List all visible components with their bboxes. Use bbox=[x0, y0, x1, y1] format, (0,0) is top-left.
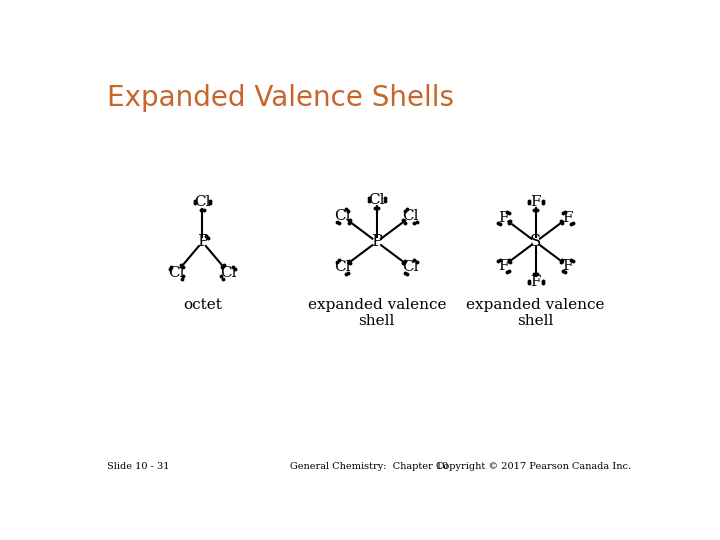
Text: Copyright © 2017 Pearson Canada Inc.: Copyright © 2017 Pearson Canada Inc. bbox=[436, 462, 631, 471]
Text: P: P bbox=[371, 233, 382, 251]
Text: Cl: Cl bbox=[168, 266, 185, 280]
Text: Cl: Cl bbox=[402, 210, 419, 224]
Text: F: F bbox=[531, 195, 541, 209]
Text: Cl: Cl bbox=[335, 210, 351, 224]
Text: octet: octet bbox=[183, 298, 222, 312]
Text: P: P bbox=[197, 233, 208, 251]
Text: General Chemistry:  Chapter 10: General Chemistry: Chapter 10 bbox=[290, 462, 448, 471]
Text: F: F bbox=[498, 259, 509, 273]
Text: expanded valence
shell: expanded valence shell bbox=[307, 298, 446, 328]
Text: F: F bbox=[531, 275, 541, 289]
Text: Cl: Cl bbox=[194, 195, 211, 209]
Text: F: F bbox=[498, 211, 509, 225]
Text: Cl: Cl bbox=[402, 260, 419, 274]
Text: S: S bbox=[530, 233, 541, 251]
Text: F: F bbox=[562, 259, 573, 273]
Text: Cl: Cl bbox=[369, 193, 385, 206]
Text: Slide 10 - 31: Slide 10 - 31 bbox=[107, 462, 169, 471]
Text: expanded valence
shell: expanded valence shell bbox=[467, 298, 605, 328]
Text: Cl: Cl bbox=[220, 266, 237, 280]
Text: F: F bbox=[562, 211, 573, 225]
Text: Expanded Valence Shells: Expanded Valence Shells bbox=[107, 84, 454, 112]
Text: Cl: Cl bbox=[335, 260, 351, 274]
